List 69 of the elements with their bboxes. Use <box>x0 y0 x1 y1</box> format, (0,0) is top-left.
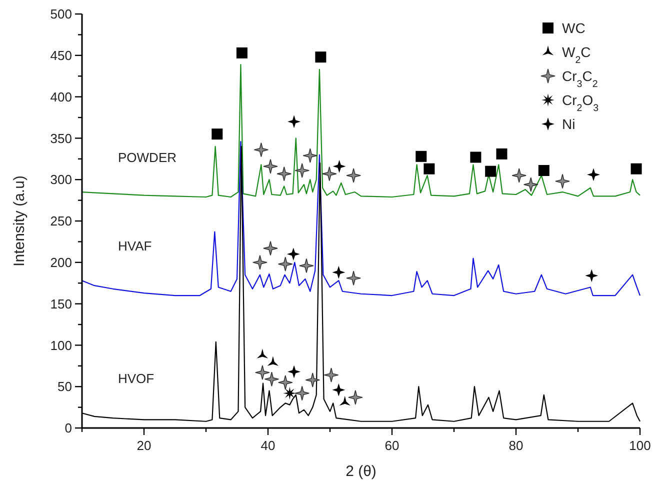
x-axis-title: 2 (θ) <box>346 463 376 480</box>
y-tick-label: 250 <box>50 214 72 229</box>
point <box>346 168 361 183</box>
y-tick-label: 200 <box>50 254 72 270</box>
y-tick-label: 500 <box>50 6 72 22</box>
point <box>212 128 223 140</box>
x-tick-label: 80 <box>508 438 524 453</box>
y-tick-label: 100 <box>50 338 72 353</box>
text: HVOF <box>118 371 154 386</box>
y-tick-label: 400 <box>50 89 72 104</box>
point <box>236 47 248 58</box>
point <box>263 158 278 174</box>
point <box>276 166 292 182</box>
point <box>288 365 301 378</box>
y-tick-label: 450 <box>50 48 72 63</box>
point <box>538 164 550 176</box>
point <box>286 248 300 261</box>
point <box>263 240 278 256</box>
point <box>278 256 293 272</box>
point <box>485 166 496 177</box>
legend-label: W$_{2}$C <box>562 44 591 66</box>
y-axis-title: Intensity (a.u) <box>11 176 28 266</box>
point <box>305 372 320 388</box>
point <box>587 168 600 182</box>
point <box>278 375 293 390</box>
line-series <box>81 64 641 198</box>
legend-label: Cr$_{2}$O$_{3}$ <box>562 92 600 114</box>
point <box>424 163 435 174</box>
point <box>255 365 270 380</box>
x-tick-label: 60 <box>384 438 400 453</box>
point <box>346 270 361 286</box>
point <box>315 52 326 63</box>
x-tick-label: 100 <box>629 438 651 453</box>
point <box>288 115 301 128</box>
legend-label: WC <box>562 20 586 36</box>
text: HVAF <box>118 238 152 254</box>
point <box>332 383 346 396</box>
point <box>348 390 363 405</box>
point <box>512 168 526 183</box>
y-tick-label: 300 <box>50 172 72 188</box>
legend-label: Cr$_{3}$C$_{2}$ <box>562 68 598 90</box>
point <box>585 269 598 282</box>
point <box>470 152 482 163</box>
point <box>252 255 268 270</box>
point <box>264 372 280 387</box>
text: POWDER <box>118 150 176 166</box>
x-tick-label: 40 <box>260 438 276 453</box>
point <box>324 368 339 382</box>
point <box>254 142 269 158</box>
y-tick-label: 50 <box>58 379 72 394</box>
line-series <box>81 140 641 296</box>
legend-label: Ni <box>562 116 576 132</box>
point <box>332 160 346 173</box>
point <box>496 148 508 160</box>
y-tick-label: 150 <box>50 296 72 312</box>
point <box>332 266 346 279</box>
point <box>523 177 538 192</box>
point <box>283 386 296 400</box>
point <box>294 386 310 401</box>
point <box>299 258 314 274</box>
point <box>416 150 427 162</box>
y-tick-label: 350 <box>50 130 72 146</box>
point <box>555 174 570 189</box>
point <box>630 163 642 174</box>
y-tick-label: 0 <box>64 420 72 436</box>
point <box>294 163 310 178</box>
point <box>322 166 337 182</box>
x-tick-label: 20 <box>136 438 152 453</box>
point <box>302 148 318 163</box>
